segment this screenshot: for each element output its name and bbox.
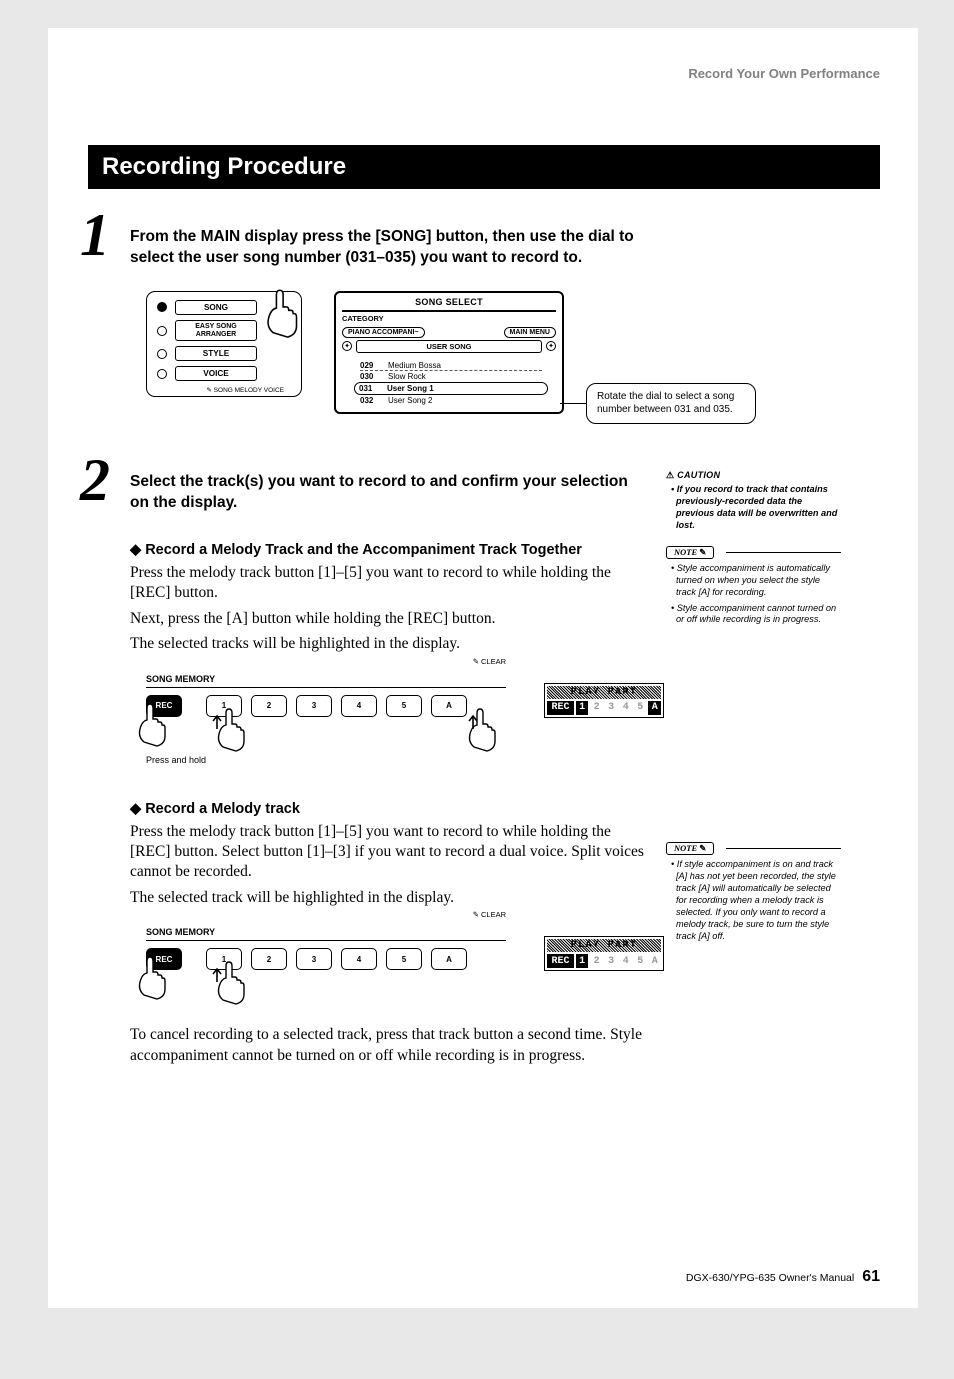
track-button: A: [431, 948, 467, 970]
arrow-icon: [466, 713, 480, 731]
note-heading: NOTE: [666, 546, 714, 559]
note-text: • Style accompaniment is automatically t…: [666, 563, 842, 599]
page: Record Your Own Performance Recording Pr…: [48, 28, 918, 1308]
note-heading: NOTE: [666, 842, 714, 855]
step-number: 2: [80, 450, 110, 510]
track-button: 4: [341, 695, 377, 717]
track-indicator: 1: [576, 701, 589, 715]
track-button: 2: [251, 948, 287, 970]
track-indicator: A: [648, 701, 661, 715]
track-button: 5: [386, 948, 422, 970]
track-button: 2: [251, 695, 287, 717]
hand-icon: [259, 288, 305, 346]
step-2: 2 Select the track(s) you want to record…: [88, 472, 880, 1066]
caution-heading: CAUTION: [666, 470, 842, 481]
lcd-category-label: CATEGORY: [342, 314, 556, 323]
lcd-wrapper: SONG SELECT CATEGORY PIANO ACCOMPANI~ MA…: [334, 291, 564, 414]
lcd-diagram: SONG SELECT CATEGORY PIANO ACCOMPANI~ MA…: [334, 291, 564, 414]
callout-text: Rotate the dial to select a song number …: [586, 383, 756, 424]
side-notes-2: NOTE • If style accompaniment is on and …: [666, 842, 842, 943]
led-icon: [157, 369, 167, 379]
panel-button: SONG: [175, 300, 257, 315]
play-part-title: PLAY PART: [547, 939, 661, 952]
lcd-capsule: PIANO ACCOMPANI~: [342, 327, 425, 338]
body-text: The selected track will be highlighted i…: [130, 888, 650, 908]
body-text: The selected tracks will be highlighted …: [130, 634, 650, 654]
track-button: 3: [296, 695, 332, 717]
track-button: 5: [386, 695, 422, 717]
step-2-heading: Select the track(s) you want to record t…: [130, 472, 650, 514]
note-text: • If style accompaniment is on and track…: [666, 859, 842, 943]
step-1: 1 From the MAIN display press the [SONG]…: [88, 227, 880, 424]
page-number: 61: [862, 1268, 880, 1286]
body-text: Press the melody track button [1]–[5] yo…: [130, 822, 650, 883]
hand-icon: [131, 702, 173, 754]
note-text: • Style accompaniment cannot turned on o…: [666, 603, 842, 627]
play-part-display: PLAY PART REC 1 2 3 4 5 A: [544, 683, 664, 718]
section-title: Recording Procedure: [88, 145, 880, 189]
track-indicator: 2: [590, 701, 603, 715]
lcd-title: SONG SELECT: [342, 297, 556, 312]
arrow-left-icon: ✦: [342, 341, 352, 351]
track-indicator: 4: [619, 701, 632, 715]
side-notes: CAUTION • If you record to track that co…: [666, 470, 842, 627]
clear-label: CLEAR: [473, 910, 506, 919]
arrow-icon: [210, 713, 224, 731]
track-indicator: 3: [605, 954, 618, 968]
caution-text: • If you record to track that contains p…: [666, 484, 842, 532]
sub-heading: Record a Melody track: [130, 801, 880, 817]
led-icon: [157, 326, 167, 336]
rec-indicator: REC: [547, 701, 574, 715]
lcd-user-bar: USER SONG: [356, 340, 542, 353]
track-indicator: 5: [634, 954, 647, 968]
song-memory-label: SONG MEMORY: [146, 927, 215, 937]
song-memory-label: SONG MEMORY: [146, 674, 215, 684]
lcd-list: 029Medium Bossa 030Slow Rock 031User Son…: [360, 360, 542, 406]
body-text: Next, press the [A] button while holding…: [130, 609, 650, 629]
track-indicator: 5: [634, 701, 647, 715]
body-text: Press the melody track button [1]–[5] yo…: [130, 563, 650, 604]
sub-label: SONG MELODY VOICE: [152, 386, 284, 394]
panel-button: STYLE: [175, 346, 257, 361]
manual-title: DGX-630/YPG-635 Owner's Manual: [686, 1272, 854, 1284]
clear-label: CLEAR: [473, 657, 506, 666]
press-hold-label: Press and hold: [146, 755, 506, 765]
step-number: 1: [80, 205, 110, 265]
track-indicator: A: [648, 954, 661, 968]
body-text: To cancel recording to a selected track,…: [130, 1025, 650, 1066]
breadcrumb: Record Your Own Performance: [88, 66, 880, 81]
note-box: NOTE • If style accompaniment is on and …: [666, 842, 842, 943]
arrow-right-icon: ✦: [546, 341, 556, 351]
track-indicator: 4: [619, 954, 632, 968]
track-indicator: 1: [576, 954, 589, 968]
step-1-heading: From the MAIN display press the [SONG] b…: [130, 227, 650, 269]
lcd-capsule: MAIN MENU: [504, 327, 556, 338]
track-button: 3: [296, 948, 332, 970]
panel-button: EASY SONGARRANGER: [175, 320, 257, 341]
rec-indicator: REC: [547, 954, 574, 968]
hand-icon: [131, 955, 173, 1007]
panel-button: VOICE: [175, 366, 257, 381]
song-memory-figure: SONG MEMORY CLEAR REC 1 2 3 4 5 A: [146, 669, 880, 765]
play-part-title: PLAY PART: [547, 686, 661, 699]
arrow-icon: [210, 966, 224, 984]
led-icon: [157, 349, 167, 359]
step-1-figures: SONG EASY SONGARRANGER STYLE VOICE SONG …: [146, 291, 880, 424]
track-indicator: 3: [605, 701, 618, 715]
led-icon: [157, 302, 167, 312]
track-indicator: 2: [590, 954, 603, 968]
track-button: 4: [341, 948, 377, 970]
page-footer: DGX-630/YPG-635 Owner's Manual 61: [686, 1268, 880, 1286]
panel-buttons-diagram: SONG EASY SONGARRANGER STYLE VOICE SONG …: [146, 291, 302, 397]
play-part-display: PLAY PART REC 1 2 3 4 5 A: [544, 936, 664, 971]
note-box: NOTE • Style accompaniment is automatica…: [666, 546, 842, 627]
